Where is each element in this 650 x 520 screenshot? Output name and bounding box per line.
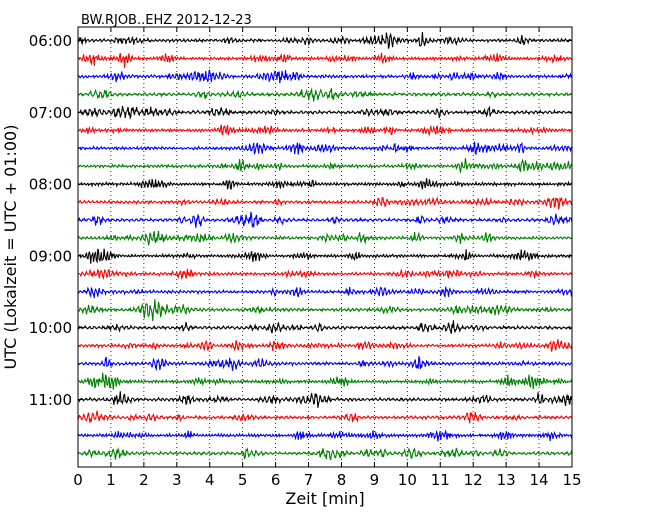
trace-line-3: [77, 87, 573, 102]
trace-line-23: [77, 447, 573, 461]
trace-line-0: [78, 31, 573, 49]
y-tick-label-3: 09:00: [29, 247, 72, 265]
x-tick-label-2: 2: [139, 471, 149, 489]
x-tick-label-15: 15: [562, 471, 581, 489]
y-axis-label: UTC (Lokalzeit = UTC + 01:00): [1, 125, 20, 370]
x-axis-label: Zeit [min]: [285, 489, 364, 508]
chart-title: BW.RJOB..EHZ 2012-12-23: [81, 13, 252, 28]
x-axis-ticks: 0 1 2 3 4 5 6 7 8 9 10 11 12 13 14 15: [73, 27, 582, 489]
trace-line-9: [77, 196, 573, 210]
trace-line-1: [77, 52, 573, 68]
trace-line-12: [77, 248, 573, 264]
trace-line-5: [77, 124, 573, 136]
x-tick-label-11: 11: [431, 471, 450, 489]
x-tick-label-1: 1: [106, 471, 116, 489]
trace-line-8: [77, 178, 573, 190]
trace-line-6: [77, 141, 573, 156]
x-tick-label-13: 13: [497, 471, 516, 489]
y-tick-label-4: 10:00: [29, 319, 72, 337]
y-axis-ticks: 06:00 07:00 08:00 09:00 10:00 11:00: [29, 32, 572, 409]
x-grid: [110, 27, 540, 467]
x-tick-label-9: 9: [370, 471, 380, 489]
traces: [77, 31, 573, 461]
trace-line-16: [77, 320, 573, 334]
trace-line-4: [77, 105, 573, 121]
trace-line-19: [77, 372, 573, 390]
y-tick-label-0: 06:00: [29, 32, 72, 50]
trace-line-10: [77, 211, 573, 229]
x-tick-label-5: 5: [238, 471, 248, 489]
trace-line-17: [77, 339, 573, 352]
trace-line-11: [77, 230, 573, 246]
trace-line-21: [77, 410, 573, 424]
x-tick-label-12: 12: [464, 471, 483, 489]
trace-line-2: [77, 69, 573, 84]
y-tick-label-2: 08:00: [29, 176, 72, 194]
trace-line-22: [77, 429, 573, 442]
y-tick-label-5: 11:00: [29, 391, 72, 409]
x-tick-label-3: 3: [172, 471, 182, 489]
trace-line-15: [77, 299, 573, 322]
y-tick-label-1: 07:00: [29, 104, 72, 122]
x-tick-label-6: 6: [271, 471, 281, 489]
x-tick-label-10: 10: [398, 471, 417, 489]
trace-line-20: [77, 391, 573, 408]
x-tick-label-14: 14: [530, 471, 549, 489]
trace-line-18: [77, 356, 573, 372]
trace-line-14: [77, 286, 573, 299]
trace-line-13: [77, 268, 573, 281]
x-tick-label-0: 0: [73, 471, 83, 489]
x-tick-label-8: 8: [337, 471, 347, 489]
trace-line-7: [77, 158, 573, 173]
plot-frame: [77, 26, 573, 468]
x-tick-label-4: 4: [205, 471, 215, 489]
x-tick-label-7: 7: [304, 471, 314, 489]
